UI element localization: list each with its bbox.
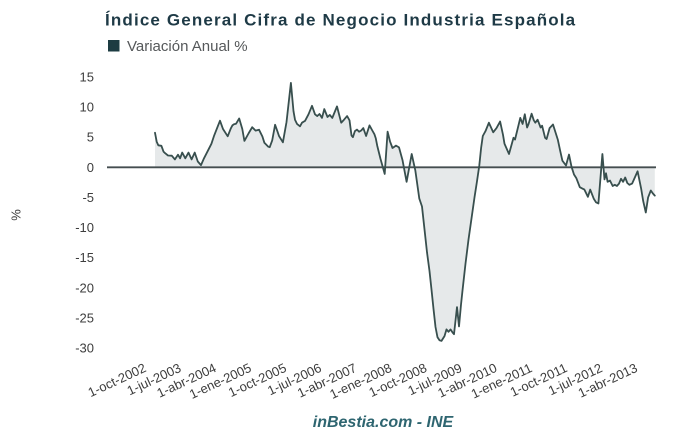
svg-text:%: % bbox=[9, 209, 24, 221]
svg-text:5: 5 bbox=[87, 130, 94, 145]
svg-text:-10: -10 bbox=[75, 220, 94, 235]
svg-text:-5: -5 bbox=[82, 190, 94, 205]
svg-text:Índice General Cifra de Negoci: Índice General Cifra de Negocio Industri… bbox=[105, 11, 576, 30]
svg-text:-20: -20 bbox=[75, 280, 94, 295]
svg-text:inBestia.com - INE: inBestia.com - INE bbox=[313, 414, 455, 431]
svg-text:-30: -30 bbox=[75, 341, 94, 356]
svg-text:0: 0 bbox=[87, 160, 94, 175]
svg-text:15: 15 bbox=[80, 69, 94, 84]
svg-text:10: 10 bbox=[80, 100, 94, 115]
svg-text:Variación Anual %: Variación Anual % bbox=[127, 38, 248, 55]
svg-text:-25: -25 bbox=[75, 311, 94, 326]
svg-text:-15: -15 bbox=[75, 250, 94, 265]
